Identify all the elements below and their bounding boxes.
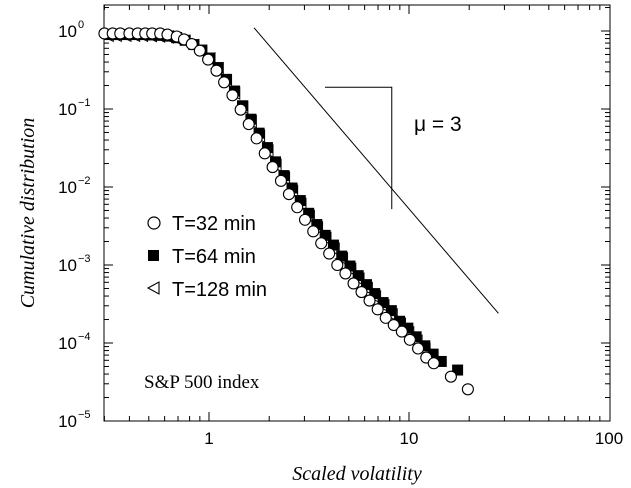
point-t64: [435, 355, 447, 367]
point-t64: [394, 315, 406, 327]
point-t32: [444, 370, 457, 383]
point-t32: [185, 38, 198, 51]
slope-label: μ = 3: [414, 113, 462, 136]
point-t64: [452, 364, 464, 376]
point-t32: [298, 213, 312, 226]
legend: T=32 min T=64 min T=128 min: [146, 213, 267, 301]
point-t64: [402, 322, 414, 334]
y-tick-exponent: 0: [78, 19, 84, 31]
x-axis-title: Scaled volatility: [292, 463, 422, 485]
legend-label-t128: T=128 min: [172, 279, 267, 301]
x-tick-label: 1: [204, 429, 213, 448]
point-t64: [385, 305, 397, 317]
y-tick-label: 10: [58, 22, 77, 41]
point-t32: [291, 201, 304, 214]
point-t32: [274, 174, 288, 187]
point-t32: [363, 294, 376, 307]
point-t32: [282, 188, 295, 201]
point-t32: [307, 225, 320, 238]
point-t32: [258, 147, 271, 160]
point-t32: [403, 333, 416, 346]
point-t32: [379, 311, 392, 324]
legend-label-t32: T=32 min: [172, 213, 256, 235]
point-t32: [387, 318, 400, 332]
y-tick-exponent: −1: [78, 97, 91, 109]
y-tick-exponent: −4: [78, 331, 91, 343]
x-tick-label: 10: [400, 429, 419, 448]
point-t64: [352, 270, 364, 282]
point-t64: [410, 331, 422, 343]
point-t32: [371, 303, 384, 316]
slope-reference-line: [253, 27, 499, 314]
point-t64: [427, 348, 439, 360]
point-t32: [355, 285, 368, 299]
point-t32: [315, 237, 328, 250]
y-tick-exponent: −5: [78, 409, 91, 421]
point-t32: [202, 53, 215, 66]
slope-triangle: [324, 86, 393, 210]
y-tick-exponent: −3: [78, 253, 91, 265]
point-t32: [250, 132, 263, 145]
point-t32: [210, 64, 223, 77]
point-t32: [226, 89, 239, 102]
y-axis-title: Cumulative distribution: [17, 118, 39, 309]
point-t64: [303, 207, 315, 219]
legend-label-t64: T=64 min: [172, 246, 256, 268]
point-t32: [347, 277, 360, 290]
y-tick-label: 10: [58, 100, 77, 119]
point-t64: [369, 288, 381, 300]
data-marks: [98, 27, 474, 396]
reference-line-group: [253, 27, 499, 314]
y-tick-label: 10: [58, 334, 77, 353]
plot-frame: [103, 4, 611, 422]
y-tick-label: 10: [58, 178, 77, 197]
point-t32: [323, 247, 336, 260]
point-t64: [294, 195, 306, 207]
point-t32: [461, 383, 474, 396]
point-t64: [336, 250, 348, 262]
y-tick-label: 10: [58, 412, 77, 431]
point-t32: [193, 44, 206, 57]
legend-marker-t32: [147, 216, 161, 230]
point-t64: [344, 260, 356, 272]
point-t64: [327, 239, 339, 251]
point-t64: [419, 340, 431, 352]
y-tick-label: 10: [58, 256, 77, 275]
point-t64: [261, 142, 273, 154]
point-t32: [339, 267, 352, 280]
point-t32: [234, 103, 247, 116]
legend-marker-t128: [146, 281, 160, 295]
point-t64: [311, 219, 323, 231]
point-t64: [286, 182, 298, 194]
x-tick-label: 100: [595, 429, 623, 448]
point-t64: [319, 229, 331, 241]
point-t32: [427, 357, 440, 370]
point-t32: [242, 118, 255, 131]
index-label: S&P 500 index: [144, 372, 260, 393]
point-t64: [360, 279, 372, 291]
legend-marker-t64: [148, 250, 159, 261]
point-t64: [377, 297, 389, 309]
point-t32: [266, 161, 279, 174]
y-tick-exponent: −2: [78, 175, 91, 187]
point-t32: [218, 76, 231, 89]
point-t32: [395, 325, 408, 338]
point-t32: [331, 258, 344, 272]
point-t32: [412, 342, 425, 355]
